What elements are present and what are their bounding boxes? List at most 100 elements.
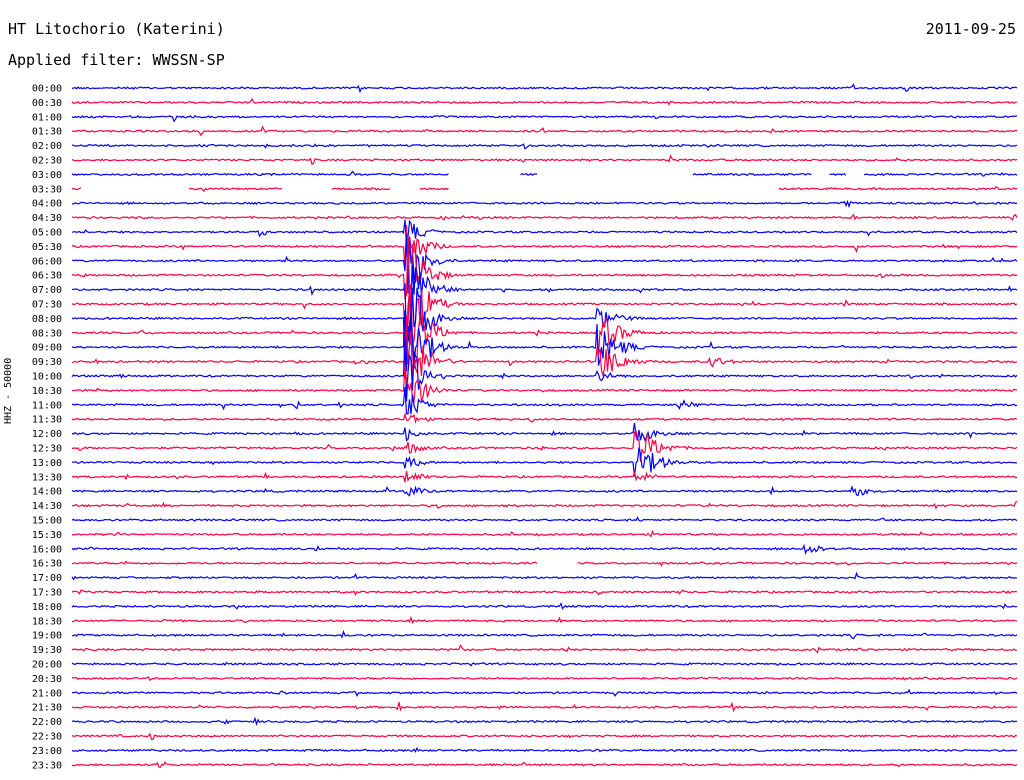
row-time-label: 11:30: [32, 415, 62, 426]
row-time-label: 16:00: [32, 544, 62, 555]
trace-line: [71, 676, 1018, 682]
row-time-label: 17:00: [32, 573, 62, 584]
trace-line: [71, 761, 1018, 768]
trace-line: [71, 571, 1018, 581]
trace-line: [71, 688, 1018, 698]
trace-line: [71, 225, 1018, 269]
row-time-label: 06:00: [32, 256, 62, 267]
date-label: 2011-09-25: [925, 20, 1016, 38]
trace-line: [72, 125, 1018, 137]
trace-line: [71, 485, 1018, 497]
trace-line: [72, 199, 1018, 209]
row-time-label: 10:00: [32, 372, 62, 383]
trace-line: [71, 500, 1018, 510]
trace-line: [71, 469, 1018, 483]
trace-line: [71, 661, 1018, 667]
row-time-label: 20:00: [32, 660, 62, 671]
trace-line: [71, 615, 1018, 625]
row-time-label: 19:00: [32, 631, 62, 642]
row-time-label: 16:30: [32, 559, 62, 570]
row-time-label: 18:00: [32, 602, 62, 613]
trace-line: [71, 422, 1018, 443]
row-time-label: 22:00: [32, 717, 62, 728]
row-time-label: 21:30: [32, 703, 62, 714]
row-time-label: 05:30: [32, 242, 62, 253]
trace-line: [71, 186, 1018, 193]
row-time-label: 07:00: [32, 285, 62, 296]
trace-line: [71, 364, 1018, 404]
row-time-label: 12:30: [32, 444, 62, 455]
row-time-label: 08:30: [32, 328, 62, 339]
row-time-label: 15:30: [32, 530, 62, 541]
trace-line: [71, 233, 1018, 294]
trace-line: [71, 386, 1018, 415]
trace-line: [71, 284, 1018, 361]
row-time-label: 11:00: [32, 400, 62, 411]
trace-line: [71, 629, 1018, 640]
row-time-label: 00:00: [32, 84, 62, 95]
row-time-label: 15:00: [32, 516, 62, 527]
row-time-label: 21:00: [32, 688, 62, 699]
trace-line: [71, 543, 1018, 555]
row-time-label: 14:30: [32, 501, 62, 512]
trace-line: [71, 338, 1018, 402]
trace-line: [72, 315, 1018, 379]
trace-line: [71, 287, 1018, 379]
trace-line: [71, 412, 1018, 424]
trace-line: [71, 219, 1018, 247]
row-time-label: 09:30: [32, 357, 62, 368]
row-time-label: 07:30: [32, 300, 62, 311]
trace-line: [71, 213, 1018, 221]
trace-line: [71, 310, 1018, 372]
row-time-label: 22:30: [32, 732, 62, 743]
row-time-label: 03:30: [32, 184, 62, 195]
station-title: HT Litochorio (Katerini): [8, 20, 225, 38]
trace-line: [71, 716, 1018, 727]
trace-line: [71, 264, 1018, 344]
row-time-label: 01:30: [32, 127, 62, 138]
row-time-label: 14:00: [32, 487, 62, 498]
trace-line: [71, 170, 1018, 177]
trace-line: [71, 589, 1018, 596]
trace-line: [72, 429, 1018, 462]
trace-line: [71, 529, 1018, 538]
row-time-label: 03:00: [32, 170, 62, 181]
trace-line: [71, 234, 1018, 305]
row-time-label: 23:30: [32, 760, 62, 771]
row-time-label: 19:30: [32, 645, 62, 656]
row-time-label: 04:30: [32, 213, 62, 224]
trace-line: [71, 516, 1018, 522]
trace-line: [71, 154, 1018, 166]
filter-label: Applied filter: WWSSN-SP: [8, 51, 225, 69]
row-time-label: 18:30: [32, 616, 62, 627]
trace-line: [71, 746, 1018, 754]
trace-line: [71, 560, 1017, 567]
trace-line: [71, 447, 1018, 477]
trace-line: [71, 143, 1018, 150]
row-time-label: 02:00: [32, 141, 62, 152]
row-time-label: 09:00: [32, 343, 62, 354]
row-time-label: 20:30: [32, 674, 62, 685]
row-time-label: 13:00: [32, 458, 62, 469]
row-time-label: 02:30: [32, 156, 62, 167]
trace-line: [71, 83, 1018, 94]
row-time-label: 23:00: [32, 746, 62, 757]
row-time-label: 06:30: [32, 271, 62, 282]
trace-line: [71, 602, 1018, 610]
trace-line: [71, 97, 1017, 106]
row-time-label: 10:30: [32, 386, 62, 397]
trace-line: [71, 732, 1018, 740]
row-time-label: 13:30: [32, 472, 62, 483]
trace-line: [72, 701, 1018, 713]
row-time-label: 12:00: [32, 429, 62, 440]
row-time-label: 04:00: [32, 199, 62, 210]
row-time-label: 05:00: [32, 228, 62, 239]
trace-line: [71, 644, 1018, 654]
trace-line: [71, 289, 1018, 368]
trace-line: [71, 114, 1018, 123]
row-time-label: 17:30: [32, 588, 62, 599]
row-time-label: 00:30: [32, 98, 62, 109]
row-time-label: 01:00: [32, 112, 62, 123]
row-time-label: 08:00: [32, 314, 62, 325]
